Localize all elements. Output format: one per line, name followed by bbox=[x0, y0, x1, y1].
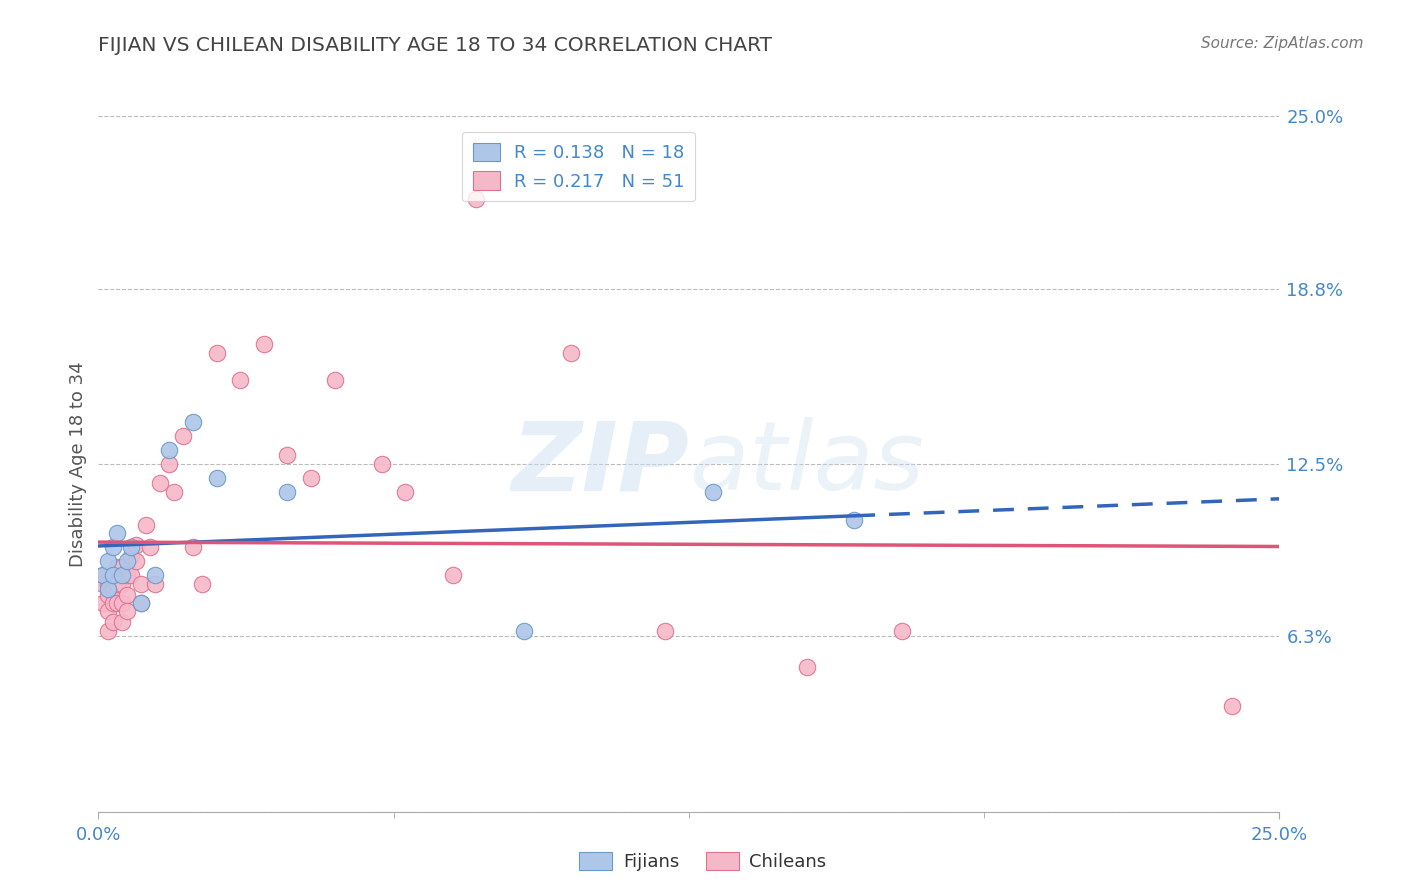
Point bbox=[1220, 698, 1243, 713]
Point bbox=[205, 471, 228, 485]
Point bbox=[276, 449, 298, 463]
Point bbox=[121, 549, 143, 563]
Point bbox=[121, 541, 143, 555]
Point bbox=[157, 457, 180, 471]
Legend: R = 0.138   N = 18, R = 0.217   N = 51: R = 0.138 N = 18, R = 0.217 N = 51 bbox=[461, 132, 696, 202]
Text: ZIP: ZIP bbox=[510, 417, 689, 510]
Point bbox=[394, 484, 416, 499]
Point bbox=[97, 604, 120, 618]
Point bbox=[101, 615, 124, 630]
Point bbox=[111, 559, 134, 574]
Point bbox=[371, 457, 394, 471]
Point bbox=[191, 576, 214, 591]
Point bbox=[97, 576, 120, 591]
Point bbox=[91, 568, 114, 582]
Point bbox=[115, 588, 138, 602]
Legend: Fijians, Chileans: Fijians, Chileans bbox=[572, 845, 834, 879]
Point bbox=[115, 604, 138, 618]
Point bbox=[702, 484, 724, 499]
Point bbox=[111, 568, 134, 582]
Point bbox=[101, 568, 124, 582]
Point bbox=[91, 576, 114, 591]
Point bbox=[111, 596, 134, 610]
Point bbox=[796, 660, 818, 674]
Point bbox=[323, 373, 346, 387]
Point bbox=[111, 615, 134, 630]
Point bbox=[181, 541, 204, 555]
Point bbox=[115, 568, 138, 582]
Point bbox=[101, 568, 124, 582]
Point bbox=[101, 541, 124, 555]
Point bbox=[844, 512, 866, 526]
Point bbox=[181, 415, 204, 429]
Point bbox=[97, 554, 120, 568]
Point bbox=[276, 484, 298, 499]
Point bbox=[139, 541, 162, 555]
Point bbox=[91, 568, 114, 582]
Point bbox=[105, 596, 128, 610]
Point bbox=[125, 537, 148, 551]
Point bbox=[129, 576, 152, 591]
Point bbox=[97, 588, 120, 602]
Point bbox=[143, 568, 166, 582]
Point bbox=[129, 596, 152, 610]
Point bbox=[135, 518, 157, 533]
Point bbox=[465, 193, 488, 207]
Point bbox=[441, 568, 464, 582]
Point bbox=[101, 582, 124, 596]
Point bbox=[149, 476, 172, 491]
Point bbox=[97, 582, 120, 596]
Point bbox=[512, 624, 534, 638]
Point bbox=[560, 345, 582, 359]
Point bbox=[105, 576, 128, 591]
Y-axis label: Disability Age 18 to 34: Disability Age 18 to 34 bbox=[69, 361, 87, 566]
Point bbox=[115, 554, 138, 568]
Text: Source: ZipAtlas.com: Source: ZipAtlas.com bbox=[1201, 36, 1364, 51]
Point bbox=[97, 624, 120, 638]
Text: FIJIAN VS CHILEAN DISABILITY AGE 18 TO 34 CORRELATION CHART: FIJIAN VS CHILEAN DISABILITY AGE 18 TO 3… bbox=[98, 36, 772, 54]
Point bbox=[205, 345, 228, 359]
Point bbox=[121, 568, 143, 582]
Point bbox=[101, 596, 124, 610]
Point bbox=[125, 554, 148, 568]
Point bbox=[143, 576, 166, 591]
Point bbox=[105, 559, 128, 574]
Point bbox=[229, 373, 252, 387]
Point bbox=[163, 484, 186, 499]
Point bbox=[654, 624, 676, 638]
Point bbox=[299, 471, 322, 485]
Text: atlas: atlas bbox=[689, 417, 924, 510]
Point bbox=[105, 526, 128, 541]
Point bbox=[129, 596, 152, 610]
Point bbox=[91, 596, 114, 610]
Point bbox=[157, 442, 180, 457]
Point bbox=[172, 429, 194, 443]
Point bbox=[111, 576, 134, 591]
Point bbox=[890, 624, 912, 638]
Point bbox=[253, 337, 276, 351]
